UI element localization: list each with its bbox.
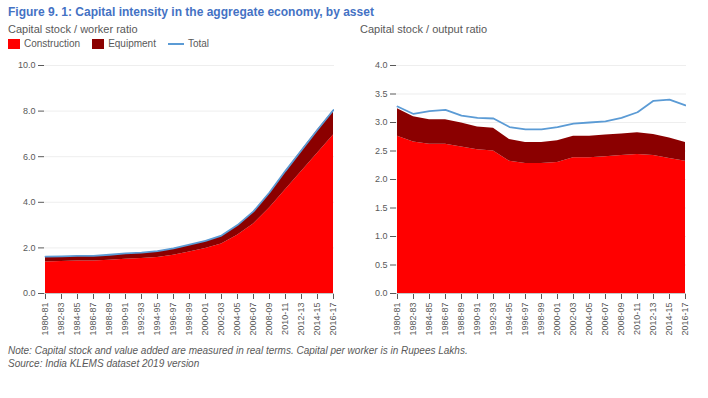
svg-text:2006-07: 2006-07: [248, 303, 258, 336]
svg-text:2014-15: 2014-15: [312, 303, 322, 336]
svg-text:2016-17: 2016-17: [328, 303, 338, 336]
svg-text:2.0: 2.0: [23, 243, 36, 253]
svg-text:2000-01: 2000-01: [200, 303, 210, 336]
html-text:Note: Capital stock and value: Note: Capital stock and value added are …: [8, 345, 468, 356]
svg-text:2004-05: 2004-05: [584, 303, 594, 336]
svg-text:1980-81: 1980-81: [392, 303, 402, 336]
html-text:Equipment: Equipment: [108, 38, 156, 49]
svg-text:1.0: 1.0: [375, 231, 388, 241]
svg-text:1988-89: 1988-89: [104, 303, 114, 336]
svg-text:2004-05: 2004-05: [232, 303, 242, 336]
svg-text:0.0: 0.0: [23, 288, 36, 298]
html-text:Capital stock / output ratio: Capital stock / output ratio: [360, 23, 488, 35]
svg-text:0.0: 0.0: [375, 288, 388, 298]
html-text:Source: India KLEMS dataset 20: Source: India KLEMS dataset 2019 version: [8, 358, 200, 369]
html-text:Figure 9. 1: Capital intensity: Figure 9. 1: Capital intensity in the ag…: [8, 5, 374, 19]
html-text:Construction: Construction: [24, 38, 81, 49]
svg-text:1982-83: 1982-83: [56, 303, 66, 336]
svg-text:2000-01: 2000-01: [552, 303, 562, 336]
html-text:Capital stock / worker ratio: Capital stock / worker ratio: [8, 23, 138, 35]
svg-text:1996-97: 1996-97: [520, 303, 530, 336]
svg-text:2010-11: 2010-11: [632, 303, 642, 335]
svg-text:3.0: 3.0: [375, 117, 388, 127]
svg-text:1998-99: 1998-99: [184, 303, 194, 336]
svg-text:6.0: 6.0: [23, 152, 36, 162]
svg-text:2012-13: 2012-13: [648, 303, 658, 336]
svg-text:1994-95: 1994-95: [504, 303, 514, 336]
html-text:Total: Total: [188, 38, 210, 49]
svg-text:1992-93: 1992-93: [136, 303, 146, 336]
svg-text:2002-03: 2002-03: [568, 303, 578, 336]
svg-text:2.0: 2.0: [375, 174, 388, 184]
svg-text:1994-95: 1994-95: [152, 303, 162, 336]
svg-text:0.5: 0.5: [375, 260, 388, 270]
svg-text:4.0: 4.0: [23, 197, 36, 207]
svg-text:2008-09: 2008-09: [616, 303, 626, 336]
svg-text:8.0: 8.0: [23, 106, 36, 116]
svg-text:2014-15: 2014-15: [664, 303, 674, 336]
svg-text:1986-87: 1986-87: [88, 303, 98, 336]
svg-text:1990-91: 1990-91: [120, 303, 130, 336]
svg-text:1980-81: 1980-81: [40, 303, 50, 336]
svg-text:2006-07: 2006-07: [600, 303, 610, 336]
svg-text:2010-11: 2010-11: [280, 303, 290, 335]
svg-text:1982-83: 1982-83: [408, 303, 418, 336]
svg-text:4.0: 4.0: [375, 60, 388, 70]
svg-text:1990-91: 1990-91: [472, 303, 482, 336]
svg-text:1998-99: 1998-99: [536, 303, 546, 336]
svg-text:1984-85: 1984-85: [72, 303, 82, 336]
svg-text:3.5: 3.5: [375, 89, 388, 99]
svg-text:2002-03: 2002-03: [216, 303, 226, 336]
svg-text:1988-89: 1988-89: [456, 303, 466, 336]
svg-text:1996-97: 1996-97: [168, 303, 178, 336]
svg-text:1992-93: 1992-93: [488, 303, 498, 336]
svg-text:2012-13: 2012-13: [296, 303, 306, 336]
svg-text:2008-09: 2008-09: [264, 303, 274, 336]
svg-text:1984-85: 1984-85: [424, 303, 434, 336]
svg-text:1.5: 1.5: [375, 203, 388, 213]
svg-text:2.5: 2.5: [375, 146, 388, 156]
svg-text:2016-17: 2016-17: [680, 303, 690, 336]
svg-text:1986-87: 1986-87: [440, 303, 450, 336]
svg-text:10.0: 10.0: [18, 60, 36, 70]
